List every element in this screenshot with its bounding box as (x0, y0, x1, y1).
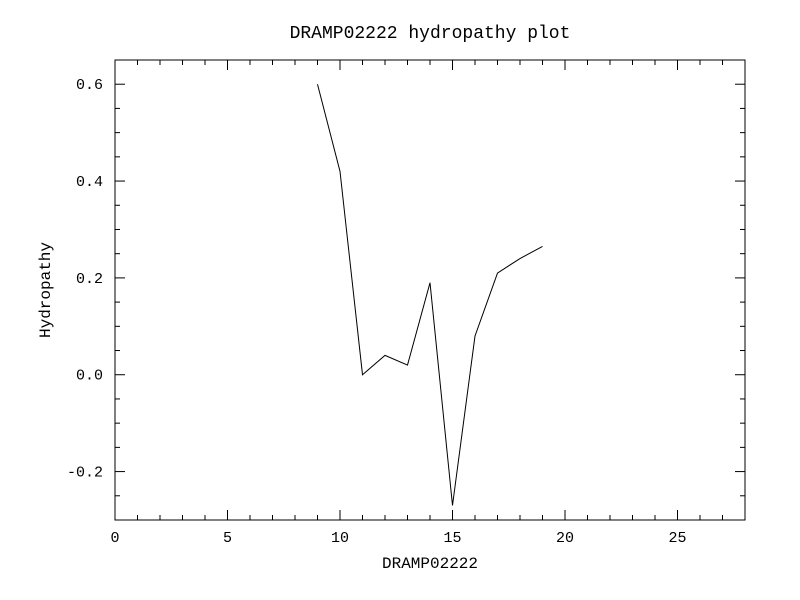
x-tick-label: 25 (668, 530, 686, 547)
x-tick-label: 20 (556, 530, 574, 547)
x-tick-label: 10 (331, 530, 349, 547)
x-tick-label: 5 (223, 530, 232, 547)
hydropathy-chart: 0 5 10 15 20 25 -0.2 0.0 0.2 0.4 0.6 DRAMP02222 hyd… (0, 0, 800, 600)
y-tick-label: 0.4 (76, 174, 103, 191)
y-tick-label: 0.0 (76, 368, 103, 385)
plot-box (115, 60, 745, 520)
y-tick-label: 0.2 (76, 271, 103, 288)
x-tick-label: 0 (110, 530, 119, 547)
chart-title: DRAMP02222 hydropathy plot (290, 24, 571, 44)
y-axis-label: Hydropathy (37, 242, 55, 338)
y-tick-label: -0.2 (67, 465, 103, 482)
data-line (318, 84, 543, 505)
chart-svg: 0 5 10 15 20 25 -0.2 0.0 0.2 0.4 0.6 DRAMP02222 hyd… (0, 0, 800, 600)
x-axis-label: DRAMP02222 (382, 555, 478, 573)
y-tick-label: 0.6 (76, 77, 103, 94)
x-tick-label: 15 (443, 530, 461, 547)
